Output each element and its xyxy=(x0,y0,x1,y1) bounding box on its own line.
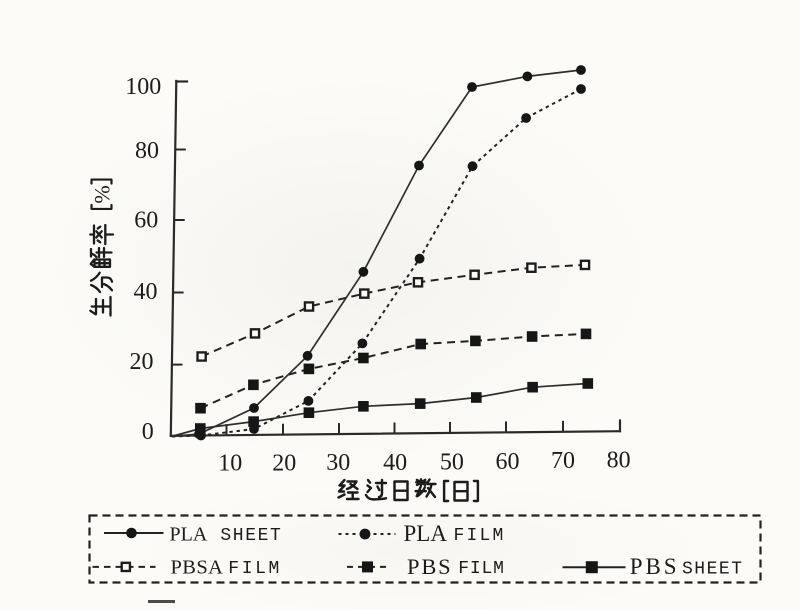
svg-text:20: 20 xyxy=(130,349,154,375)
svg-text:PBSA: PBSA xyxy=(171,557,224,579)
svg-text:PLA: PLA xyxy=(170,523,208,545)
svg-text:50: 50 xyxy=(440,449,464,475)
svg-text:SHEET: SHEET xyxy=(682,560,744,580)
svg-text:0: 0 xyxy=(142,419,154,445)
svg-text:30: 30 xyxy=(326,450,350,476)
svg-text:40: 40 xyxy=(134,279,158,305)
svg-text:PBS: PBS xyxy=(407,554,452,579)
svg-text:80: 80 xyxy=(135,138,159,164)
svg-text:FILM: FILM xyxy=(454,526,506,546)
svg-text:PBS: PBS xyxy=(630,554,680,579)
svg-text:FILM: FILM xyxy=(228,559,282,579)
svg-text:40: 40 xyxy=(383,450,407,476)
svg-text:PLA: PLA xyxy=(404,521,448,546)
svg-text:80: 80 xyxy=(607,447,631,473)
svg-text:100: 100 xyxy=(125,74,161,100)
svg-text:70: 70 xyxy=(551,448,575,474)
svg-text:10: 10 xyxy=(218,451,242,477)
svg-text:SHEET: SHEET xyxy=(220,526,282,546)
svg-text:FILM: FILM xyxy=(458,559,504,579)
svg-text:20: 20 xyxy=(272,450,296,476)
svg-text:60: 60 xyxy=(496,449,520,475)
svg-text:%: % xyxy=(89,185,114,203)
svg-text:60: 60 xyxy=(134,208,158,234)
